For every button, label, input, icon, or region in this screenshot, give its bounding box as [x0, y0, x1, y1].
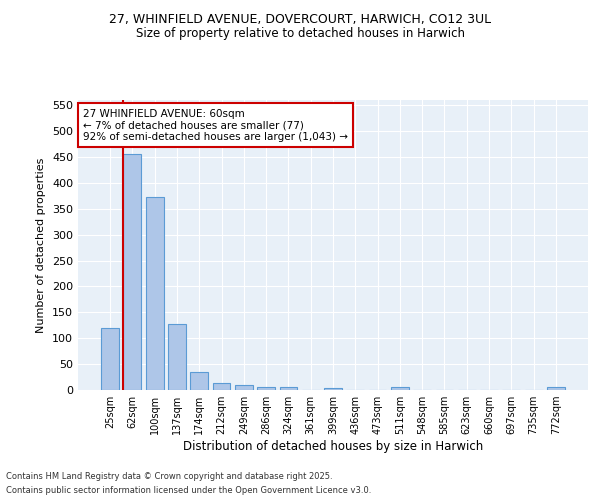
Text: Contains HM Land Registry data © Crown copyright and database right 2025.: Contains HM Land Registry data © Crown c…: [6, 472, 332, 481]
Text: Contains public sector information licensed under the Open Government Licence v3: Contains public sector information licen…: [6, 486, 371, 495]
Bar: [168, 324, 186, 390]
Text: 27 WHINFIELD AVENUE: 60sqm
← 7% of detached houses are smaller (77)
92% of semi-: 27 WHINFIELD AVENUE: 60sqm ← 7% of detac…: [83, 108, 348, 142]
Bar: [101, 328, 119, 390]
Bar: [124, 154, 142, 390]
Bar: [235, 386, 253, 390]
Text: 27, WHINFIELD AVENUE, DOVERCOURT, HARWICH, CO12 3UL: 27, WHINFIELD AVENUE, DOVERCOURT, HARWIC…: [109, 12, 491, 26]
Bar: [257, 388, 275, 390]
Bar: [212, 383, 230, 390]
Bar: [280, 387, 298, 390]
X-axis label: Distribution of detached houses by size in Harwich: Distribution of detached houses by size …: [183, 440, 483, 453]
Bar: [547, 388, 565, 390]
Bar: [146, 197, 164, 390]
Bar: [324, 388, 342, 390]
Bar: [391, 388, 409, 390]
Y-axis label: Number of detached properties: Number of detached properties: [37, 158, 46, 332]
Text: Size of property relative to detached houses in Harwich: Size of property relative to detached ho…: [136, 28, 464, 40]
Bar: [190, 372, 208, 390]
